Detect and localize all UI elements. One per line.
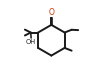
Text: OH: OH <box>26 39 36 45</box>
Text: O: O <box>48 8 54 17</box>
